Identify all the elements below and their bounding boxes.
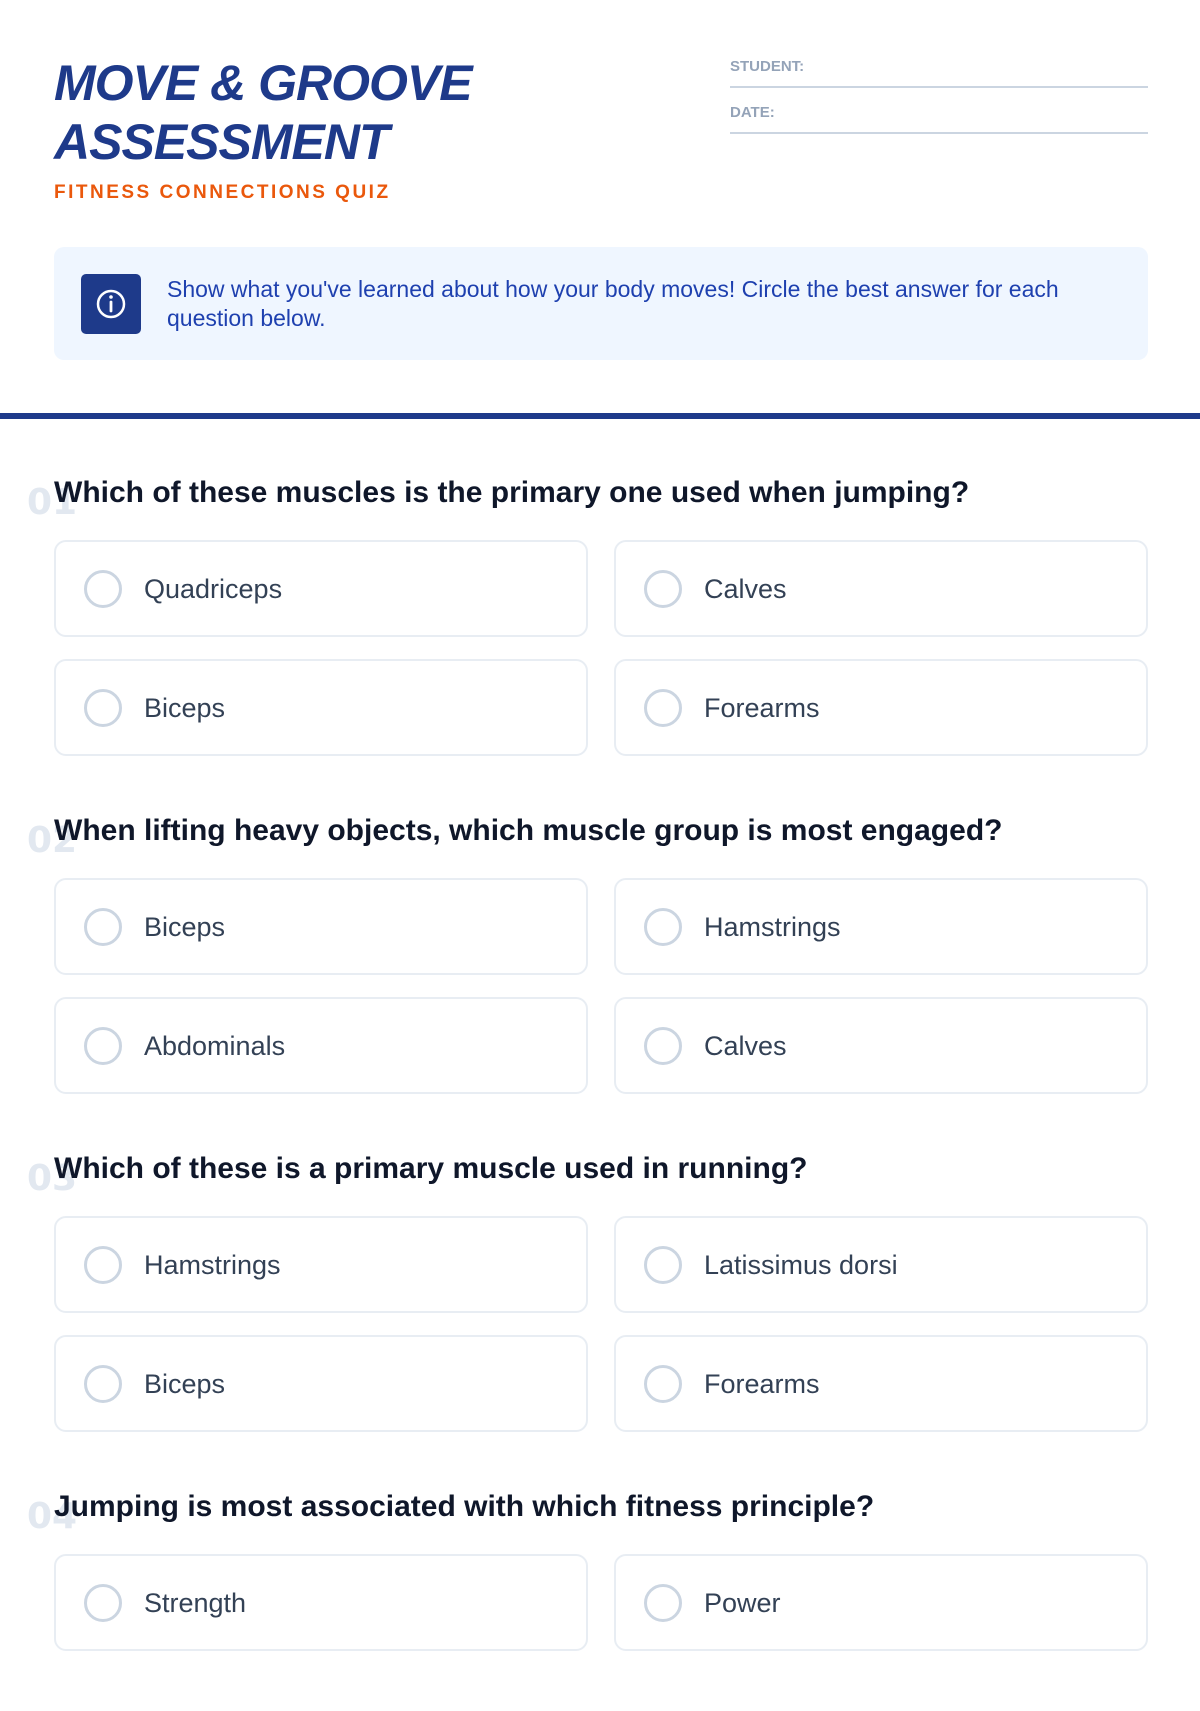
option-text: Biceps (144, 1369, 226, 1399)
option-text: Strength (144, 1588, 247, 1618)
question-text: When lifting heavy objects, which muscle… (54, 814, 1003, 847)
page: Quiz { "header": { "title": "MOVE & GROO… (0, 52, 1200, 1651)
option-text: Latissimus dorsi (704, 1250, 898, 1280)
option[interactable]: Forearms (614, 1335, 1148, 1432)
radio-circle[interactable] (644, 1584, 682, 1622)
radio-circle[interactable] (84, 1365, 122, 1403)
option-text: Forearms (704, 1369, 820, 1399)
question: 04 Jumping is most associated with which … (27, 1490, 1148, 1651)
radio-circle[interactable] (644, 1027, 682, 1065)
question-number: 04 (27, 1496, 78, 1537)
question-number: 03 (27, 1158, 78, 1199)
option-text: Calves (704, 1031, 787, 1061)
info-icon (81, 274, 141, 334)
question-text: Jumping is most associated with which fi… (54, 1490, 875, 1523)
radio-circle[interactable] (644, 689, 682, 727)
question-number: 02 (27, 820, 78, 861)
option[interactable]: Hamstrings (54, 1216, 588, 1313)
option[interactable]: Calves (614, 997, 1148, 1094)
option[interactable]: Biceps (54, 1335, 588, 1432)
question: 03 Which of these is a primary muscle use… (27, 1152, 1148, 1432)
divider (0, 413, 1200, 419)
radio-circle[interactable] (644, 1365, 682, 1403)
fields: STUDENT: DATE: (730, 52, 1148, 144)
radio-circle[interactable] (644, 570, 682, 608)
options: Hamstrings Latissimus dorsi Biceps Forearms (54, 1216, 1148, 1432)
options: Strength Power (54, 1554, 1148, 1651)
option-text: Quadriceps (144, 574, 283, 604)
radio-circle[interactable] (84, 908, 122, 946)
option-text: Biceps (144, 693, 226, 723)
radio-circle[interactable] (84, 689, 122, 727)
title: MOVE & GROOVE ASSESSMENT (54, 55, 473, 170)
option-text: Abdominals (144, 1031, 286, 1061)
option[interactable]: Hamstrings (614, 878, 1148, 975)
question-number: 01 (27, 482, 78, 523)
quiz-page: MOVE & GROOVE ASSESSMENT FITNESS CONNECT… (0, 52, 1200, 1651)
option-text: Forearms (704, 693, 820, 723)
student-field[interactable]: STUDENT: (730, 52, 1148, 88)
option-text: Power (704, 1588, 781, 1618)
radio-circle[interactable] (84, 1246, 122, 1284)
option-text: Biceps (144, 912, 226, 942)
radio-circle[interactable] (644, 908, 682, 946)
option[interactable]: Abdominals (54, 997, 588, 1094)
subtitle: FITNESS CONNECTIONS QUIZ (54, 182, 391, 203)
questions: 01 Which of these muscles is the primary … (27, 476, 1148, 1711)
radio-circle[interactable] (644, 1246, 682, 1284)
option[interactable]: Latissimus dorsi (614, 1216, 1148, 1313)
radio-circle[interactable] (84, 1027, 122, 1065)
option[interactable]: Calves (614, 540, 1148, 637)
question-text: Which of these is a primary muscle used … (54, 1152, 808, 1185)
radio-circle[interactable] (84, 1584, 122, 1622)
options: Quadriceps Calves Biceps Forearms (54, 540, 1148, 756)
option[interactable]: Forearms (614, 659, 1148, 756)
option[interactable]: Power (614, 1554, 1148, 1651)
info-glyph (96, 289, 126, 319)
question: 02 When lifting heavy objects, which musc… (27, 814, 1148, 1094)
option[interactable]: Strength (54, 1554, 588, 1651)
option-text: Hamstrings (144, 1250, 281, 1280)
question: 01 Which of these muscles is the primary … (27, 476, 1148, 756)
option[interactable]: Quadriceps (54, 540, 588, 637)
instructions-box: Show what you've learned about how your … (54, 247, 1148, 360)
option-text: Hamstrings (704, 912, 841, 942)
radio-circle[interactable] (84, 570, 122, 608)
option[interactable]: Biceps (54, 878, 588, 975)
instructions: Show what you've learned about how your … (167, 276, 1059, 331)
question-text: Which of these muscles is the primary on… (54, 476, 970, 509)
date-field[interactable]: DATE: (730, 98, 1148, 134)
option[interactable]: Biceps (54, 659, 588, 756)
options: Biceps Hamstrings Abdominals Calves (54, 878, 1148, 1094)
option-text: Calves (704, 574, 787, 604)
